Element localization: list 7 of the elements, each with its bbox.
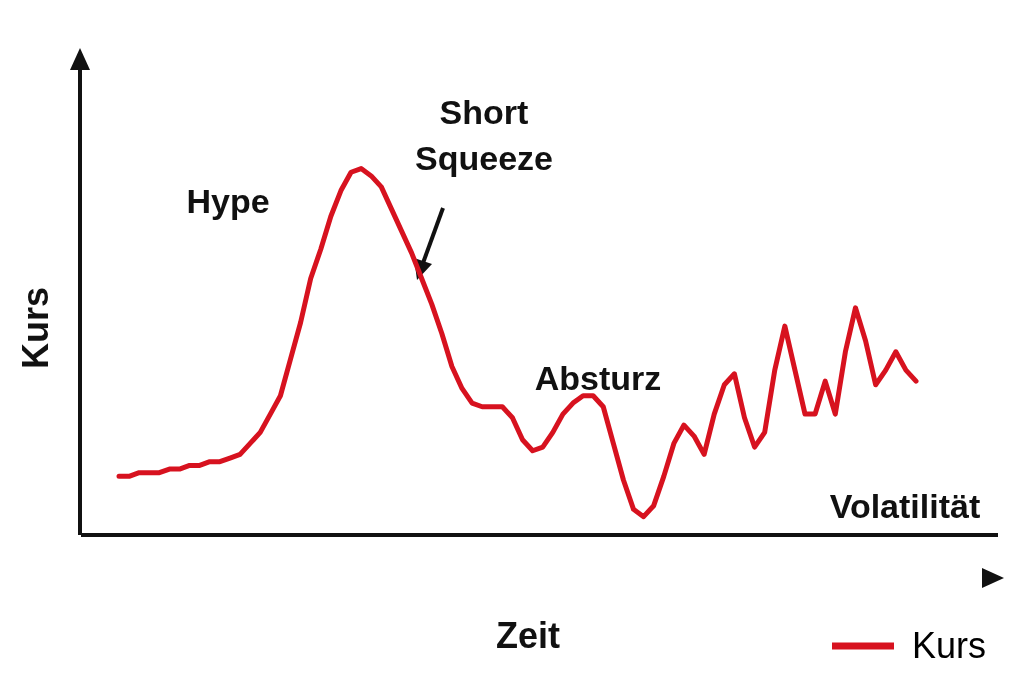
- annotation: Hype: [186, 182, 270, 220]
- legend-label: Kurs: [911, 625, 986, 667]
- annotation: Short Squeeze: [415, 93, 553, 177]
- x-axis-title: Zeit: [495, 615, 561, 656]
- y-axis-title: Kurs: [15, 286, 56, 370]
- annotation: Volatilität: [829, 487, 981, 525]
- annotation: Absturz: [534, 359, 662, 397]
